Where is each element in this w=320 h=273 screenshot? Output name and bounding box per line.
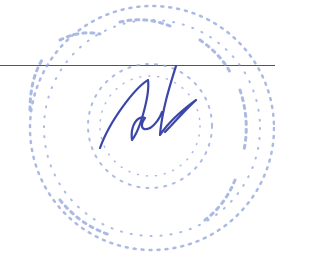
page — [0, 0, 320, 273]
background — [0, 0, 275, 273]
stamp-image — [0, 0, 275, 273]
